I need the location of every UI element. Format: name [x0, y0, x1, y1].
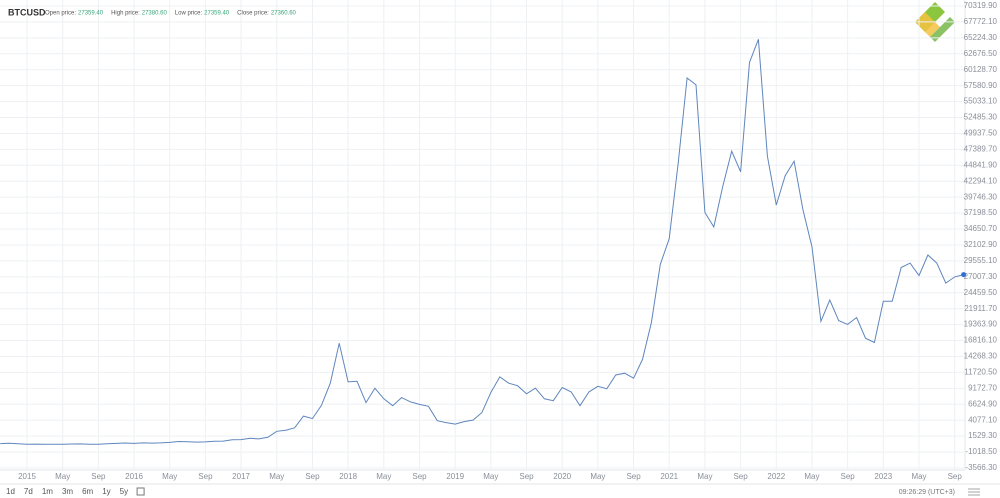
- x-tick-label: 2022: [767, 472, 785, 481]
- settings-button[interactable]: [968, 488, 980, 496]
- x-tick-label: May: [376, 472, 391, 481]
- y-tick-label: 11720.50: [964, 368, 997, 377]
- x-tick-label: Sep: [198, 472, 213, 481]
- x-tick-label: 2023: [874, 472, 892, 481]
- field-value: 27359.40: [78, 11, 104, 17]
- y-tick-label: 27007.30: [964, 272, 998, 281]
- price-line: [0, 39, 964, 445]
- x-tick-label: May: [483, 472, 498, 481]
- y-tick-label: 29555.10: [964, 256, 998, 265]
- range-button[interactable]: 1m: [42, 487, 53, 496]
- range-button[interactable]: 1d: [6, 487, 15, 496]
- range-button[interactable]: 3m: [62, 487, 73, 496]
- y-tick-label: 21911.70: [964, 304, 997, 313]
- field-value: 27359.40: [204, 11, 230, 17]
- x-tick-label: Sep: [841, 472, 856, 481]
- x-tick-label: 2016: [125, 472, 143, 481]
- y-tick-label: 6624.90: [968, 399, 997, 408]
- y-tick-label: 44841.90: [964, 160, 998, 169]
- y-tick-label: 57580.90: [964, 81, 998, 90]
- range-button[interactable]: 6m: [82, 487, 93, 496]
- y-tick-label: 4077.10: [968, 415, 997, 424]
- y-tick-label: -3566.30: [965, 463, 997, 472]
- x-tick-label: May: [55, 472, 70, 481]
- range-button[interactable]: 1y: [102, 487, 110, 496]
- field-value: 27360.60: [271, 11, 297, 17]
- x-tick-label: 2021: [660, 472, 678, 481]
- x-tick-label: May: [911, 472, 926, 481]
- y-tick-label: 67772.10: [964, 17, 998, 26]
- range-button[interactable]: 5y: [120, 487, 128, 496]
- range-button[interactable]: 7d: [24, 487, 33, 496]
- y-tick-label: 19363.90: [964, 320, 998, 329]
- y-tick-label: 1529.30: [968, 431, 997, 440]
- field-label: Low price:: [175, 11, 203, 17]
- x-tick-label: Sep: [733, 472, 748, 481]
- clock: 09:26:29 (UTC+3): [899, 489, 955, 496]
- x-tick-label: Sep: [305, 472, 320, 481]
- x-tick-label: Sep: [412, 472, 427, 481]
- y-tick-label: 16816.10: [964, 336, 998, 345]
- x-tick-label: May: [590, 472, 605, 481]
- x-tick-label: Sep: [519, 472, 534, 481]
- y-tick-label: 60128.70: [964, 65, 998, 74]
- x-tick-label: 2019: [446, 472, 464, 481]
- x-tick-label: 2017: [232, 472, 250, 481]
- y-tick-label: 47389.70: [964, 144, 998, 153]
- field-value: 27380.60: [142, 11, 168, 17]
- symbol: BTCUSD: [8, 7, 46, 17]
- x-tick-label: Sep: [626, 472, 641, 481]
- y-tick-label: 14268.30: [964, 352, 998, 361]
- y-tick-label: 65224.30: [964, 33, 998, 42]
- y-tick-label: 70319.90: [964, 1, 998, 10]
- calendar-button[interactable]: [136, 487, 145, 496]
- y-tick-label: 62676.50: [964, 49, 998, 58]
- logo: [915, 2, 955, 42]
- y-tick-label: 39746.30: [964, 192, 998, 201]
- y-tick-label: 49937.50: [964, 129, 998, 138]
- y-tick-label: 34650.70: [964, 224, 998, 233]
- y-tick-label: 55033.10: [964, 97, 998, 106]
- x-tick-label: May: [162, 472, 177, 481]
- x-tick-label: 2020: [553, 472, 571, 481]
- x-tick-label: Sep: [91, 472, 106, 481]
- x-tick-label: May: [697, 472, 712, 481]
- x-tick-label: May: [804, 472, 819, 481]
- x-tick-label: 2015: [18, 472, 36, 481]
- y-tick-label: 42294.10: [964, 176, 998, 185]
- last-price-dot: [961, 272, 967, 278]
- y-tick-label: 32102.90: [964, 240, 998, 249]
- x-tick-label: May: [269, 472, 284, 481]
- x-tick-label: 2018: [339, 472, 357, 481]
- y-tick-label: 37198.50: [964, 208, 998, 217]
- y-tick-label: 52485.30: [964, 113, 998, 122]
- field-label: Close price:: [237, 11, 269, 17]
- field-label: High price:: [111, 11, 140, 17]
- field-label: Open price:: [45, 11, 76, 17]
- y-tick-label: 24459.50: [964, 288, 998, 297]
- y-tick-label: -1018.50: [965, 447, 997, 456]
- x-tick-label: Sep: [948, 472, 963, 481]
- y-tick-label: 9172.70: [968, 383, 997, 392]
